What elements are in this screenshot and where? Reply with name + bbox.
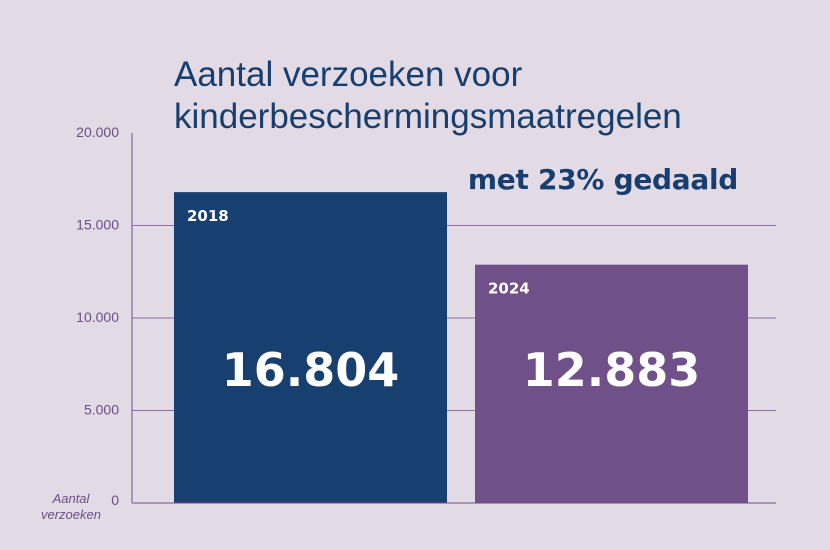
bar-value-label: 12.883 [523, 343, 701, 397]
bars: 2018 16.804 2024 12.883 [174, 192, 748, 503]
bar [475, 264, 748, 503]
chart-subtitle: met 23% gedaald [467, 163, 738, 196]
bar [174, 192, 447, 503]
y-axis: 5.000 10.000 15.000 20.000 0 [76, 124, 776, 508]
y-tick-label: 20.000 [76, 124, 119, 140]
y-tick-label: 0 [111, 492, 119, 508]
bar-category-label: 2018 [187, 207, 229, 225]
chart-title-line-2: kinderbeschermingsmaatregelen [174, 97, 682, 136]
bar-category-label: 2024 [488, 280, 530, 298]
y-tick-label: 5.000 [84, 402, 119, 418]
y-axis-label: Aantal verzoeken [41, 491, 101, 522]
y-tick-label: 15.000 [76, 217, 119, 233]
bar-value-label: 16.804 [222, 343, 400, 397]
chart-title-line-1: Aantal verzoeken voor [174, 55, 523, 94]
y-tick-label: 10.000 [76, 309, 119, 325]
chart-title: Aantal verzoeken voor kinderbeschermings… [174, 54, 682, 138]
